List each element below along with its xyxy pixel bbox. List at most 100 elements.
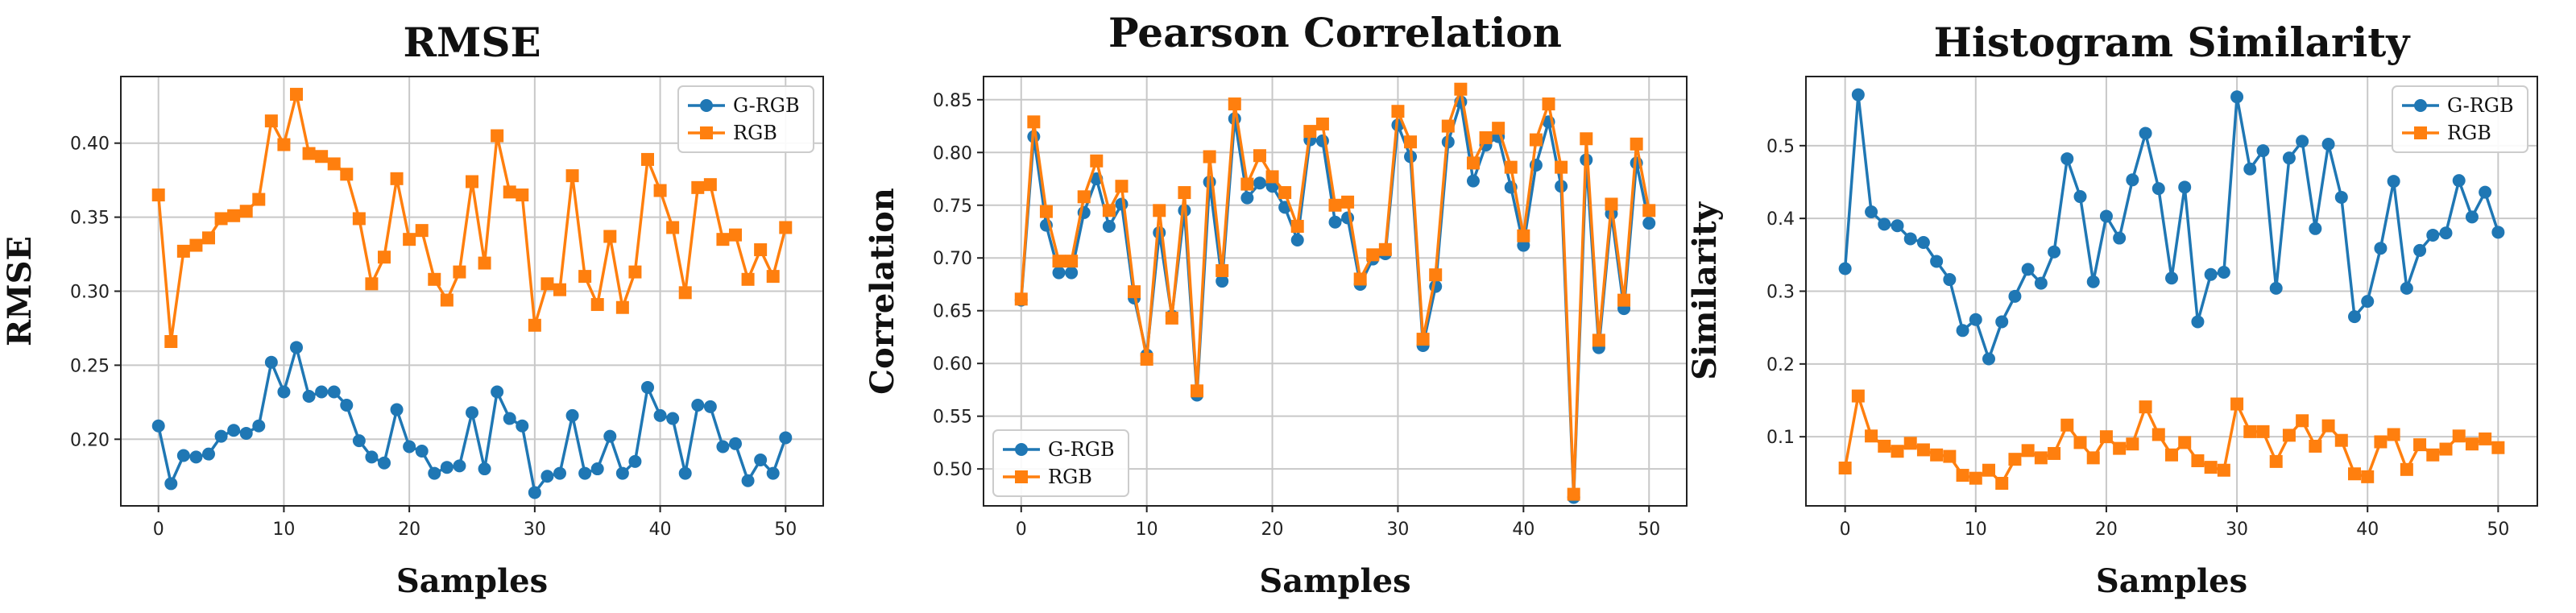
series-rgb: [1014, 82, 1656, 501]
data-point: [603, 429, 617, 443]
data-point: [1441, 119, 1455, 133]
y-tick-label: 0.2: [1766, 355, 1795, 375]
data-point: [390, 172, 404, 185]
data-point: [2491, 441, 2505, 454]
y-tick-label: 0.4: [1766, 209, 1795, 230]
data-point: [2348, 310, 2361, 324]
x-tick-label: 30: [524, 520, 546, 540]
data-point: [2296, 414, 2309, 428]
data-point: [214, 212, 228, 226]
legend-marker: [2414, 99, 2427, 112]
data-point: [2126, 437, 2139, 451]
data-point: [415, 444, 429, 458]
data-point: [678, 286, 692, 300]
data-point: [1851, 389, 1865, 403]
legend-label: G-RGB: [2447, 94, 2514, 117]
data-point: [2165, 448, 2178, 462]
data-point: [628, 454, 642, 468]
data-point: [1956, 324, 1969, 338]
data-point: [1102, 219, 1116, 233]
data-point: [590, 298, 604, 312]
data-point: [1995, 476, 2009, 490]
data-point: [352, 434, 366, 448]
data-point: [1140, 352, 1153, 366]
data-point: [2426, 228, 2440, 242]
data-point: [1865, 429, 1878, 443]
legend-marker: [700, 99, 713, 112]
data-point: [164, 477, 178, 491]
data-point: [2151, 428, 2165, 441]
data-point: [603, 230, 617, 243]
data-point: [151, 188, 165, 202]
data-point: [2361, 470, 2375, 483]
data-point: [189, 238, 203, 252]
data-point: [2217, 266, 2230, 280]
data-point: [1128, 285, 1141, 299]
data-point: [2439, 226, 2453, 240]
data-point: [428, 466, 441, 480]
data-point: [478, 256, 491, 270]
data-point: [2008, 289, 2022, 303]
data-point: [779, 431, 793, 445]
plot-frame: [983, 76, 1688, 507]
data-point: [2230, 90, 2244, 104]
data-point: [703, 400, 717, 413]
data-point: [2321, 138, 2335, 151]
data-point: [553, 283, 566, 296]
series-rgb: [1838, 389, 2505, 490]
y-tick-label: 0.1: [1766, 428, 1795, 448]
data-point: [189, 450, 203, 464]
data-point: [2048, 245, 2061, 259]
data-point: [2165, 271, 2178, 285]
data-point: [716, 233, 730, 246]
data-point: [315, 150, 329, 164]
chart-3: Histogram Similarity 0 10 20 30 40 50 0.1 0.2 0.3…: [1686, 19, 2538, 600]
data-point: [252, 419, 266, 433]
data-point: [1969, 313, 1982, 326]
data-point: [1878, 439, 1891, 453]
data-point: [227, 424, 241, 437]
data-point: [1930, 255, 1944, 268]
data-point: [1529, 133, 1543, 147]
data-point: [2191, 454, 2205, 467]
y-tick-label: 0.75: [933, 197, 972, 217]
legend: G-RGB RGB: [992, 429, 1129, 497]
data-point: [252, 193, 266, 206]
data-point: [2034, 276, 2048, 290]
data-point: [1115, 180, 1129, 193]
x-tick-label: 20: [2095, 520, 2118, 540]
data-point: [2073, 190, 2087, 204]
data-point: [615, 466, 629, 480]
data-point: [565, 408, 579, 422]
data-point: [1240, 177, 1254, 191]
data-point: [466, 175, 478, 188]
data-point: [1903, 437, 1917, 450]
data-point: [641, 380, 654, 394]
data-point: [2086, 451, 2100, 465]
data-point: [2400, 281, 2413, 295]
data-point: [641, 152, 654, 166]
legend-label: RGB: [733, 122, 777, 144]
chart-1: RMSE 0 10 20 30 40 50 0.20 0.25 0.30 0.35 0.40 Sampl…: [1, 19, 824, 600]
data-point: [1838, 462, 1852, 475]
y-tick-label: 0.55: [933, 408, 972, 428]
data-point: [277, 385, 291, 399]
legend: G-RGB RGB: [677, 85, 814, 153]
data-point: [453, 459, 466, 473]
series-line: [1843, 394, 2499, 485]
data-point: [290, 88, 303, 101]
data-point: [440, 293, 453, 307]
data-point: [1930, 448, 1944, 462]
data-point: [365, 277, 379, 291]
data-point: [1466, 174, 1480, 188]
data-point: [1203, 150, 1216, 164]
data-point: [553, 466, 566, 480]
data-point: [214, 429, 228, 443]
data-point: [2034, 451, 2048, 465]
data-point: [440, 461, 453, 474]
x-tick-label: 30: [1386, 520, 1409, 540]
data-point: [1454, 82, 1468, 96]
data-point: [390, 403, 404, 416]
data-point: [176, 244, 190, 258]
data-point: [1956, 469, 1969, 483]
